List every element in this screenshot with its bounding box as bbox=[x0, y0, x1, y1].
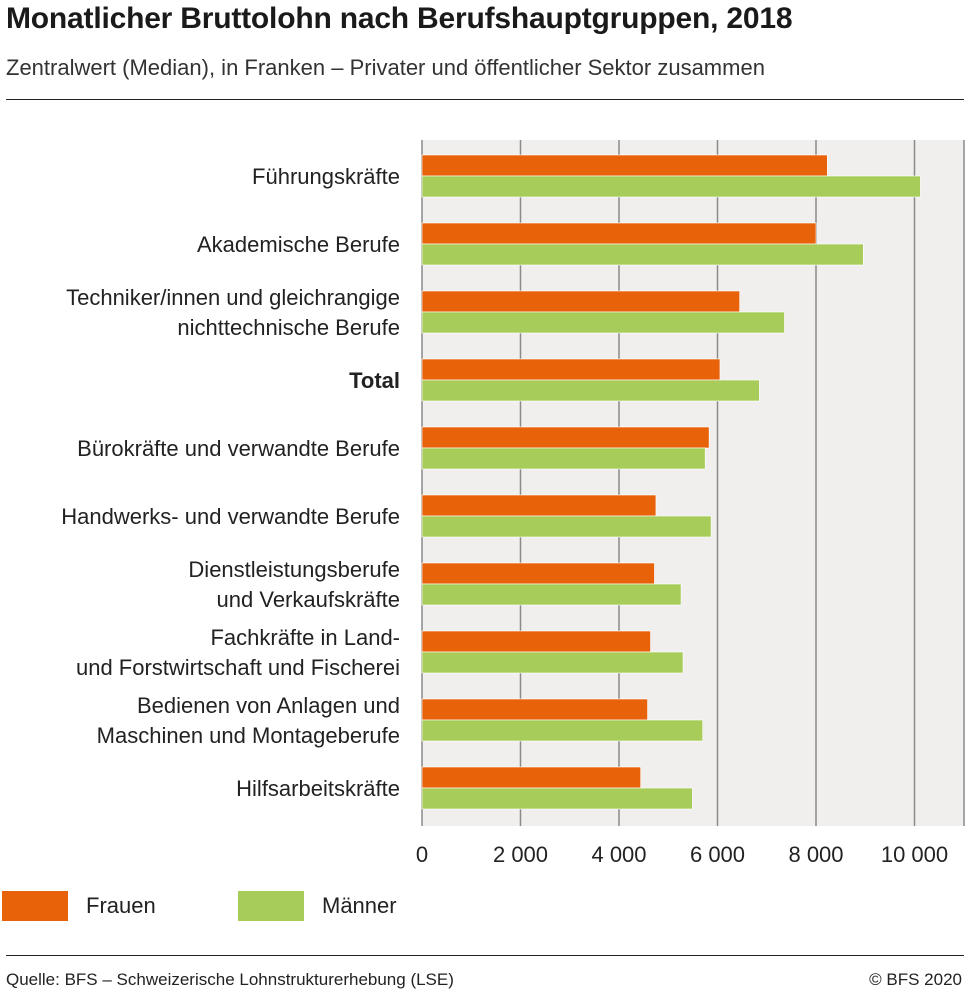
bar-frauen bbox=[421, 766, 641, 789]
bar-frauen bbox=[421, 154, 828, 177]
category-label: Handwerks- und verwandte Berufe bbox=[61, 504, 400, 529]
category-label-line: und Verkaufskräfte bbox=[217, 587, 400, 612]
category-label-line: Fachkräfte in Land- bbox=[210, 625, 400, 650]
category-label: Akademische Berufe bbox=[197, 232, 400, 257]
bar-chart: 0 2 000 4 000 6 000 8 000 10 000 Führungskräft… bbox=[61, 140, 965, 867]
category-label: Bedienen von Anlagen und Maschinen und Mo… bbox=[97, 693, 400, 748]
category-label-line: Dienstleistungsberufe bbox=[188, 557, 400, 582]
bar-maenner bbox=[421, 379, 760, 402]
x-tick-label: 8 000 bbox=[788, 842, 843, 867]
bar-frauen bbox=[421, 494, 657, 517]
bar-maenner bbox=[421, 311, 785, 334]
bar-maenner bbox=[421, 787, 693, 810]
category-label-line: Techniker/innen und gleichrangige bbox=[66, 285, 400, 310]
bar-frauen bbox=[421, 562, 655, 585]
legend-label-frauen: Frauen bbox=[86, 893, 156, 918]
legend-label-maenner: Männer bbox=[322, 893, 397, 918]
category-label: Techniker/innen und gleichrangige nichtte… bbox=[66, 285, 400, 340]
bar-maenner bbox=[421, 175, 921, 198]
bar-frauen bbox=[421, 426, 710, 449]
header-divider bbox=[6, 99, 964, 100]
x-tick-label: 0 bbox=[416, 842, 428, 867]
bar-maenner bbox=[421, 583, 682, 606]
category-label-line: Bedienen von Anlagen und bbox=[137, 693, 400, 718]
category-label-line: Bürokräfte und verwandte Berufe bbox=[77, 436, 400, 461]
bar-frauen bbox=[421, 358, 721, 381]
footer-divider bbox=[6, 955, 964, 956]
bar-frauen bbox=[421, 698, 648, 721]
bar-maenner bbox=[421, 515, 712, 538]
source-note: Quelle: BFS – Schweizerische Lohnstruktu… bbox=[6, 970, 454, 989]
category-label: Hilfsarbeitskräfte bbox=[236, 776, 400, 801]
bar-maenner bbox=[421, 447, 706, 470]
chart-title: Monatlicher Bruttolohn nach Berufshauptg… bbox=[6, 2, 793, 35]
category-label: Bürokräfte und verwandte Berufe bbox=[77, 436, 400, 461]
bar-maenner bbox=[421, 651, 684, 674]
chart-subtitle: Zentralwert (Median), in Franken – Priva… bbox=[6, 55, 765, 80]
copyright-note: © BFS 2020 bbox=[869, 970, 962, 989]
bar-frauen bbox=[421, 222, 817, 245]
legend-item-maenner: Männer bbox=[238, 890, 397, 922]
legend-swatch-frauen bbox=[2, 891, 68, 921]
category-label-line: Total bbox=[349, 368, 400, 393]
bar-maenner bbox=[421, 243, 864, 266]
x-tick-label: 2 000 bbox=[493, 842, 548, 867]
category-label: Fachkräfte in Land-und Forstwirtschaft u… bbox=[76, 625, 400, 680]
category-label-line: Handwerks- und verwandte Berufe bbox=[61, 504, 400, 529]
category-label-line: Führungskräfte bbox=[252, 164, 400, 189]
category-label: Dienstleistungsberufe und Verkaufskräfte bbox=[188, 557, 400, 612]
category-label-line: nichttechnische Berufe bbox=[177, 315, 400, 340]
category-label: Führungskräfte bbox=[252, 164, 400, 189]
category-label-line: Akademische Berufe bbox=[197, 232, 400, 257]
x-tick-label: 4 000 bbox=[591, 842, 646, 867]
legend-swatch-maenner bbox=[238, 891, 304, 921]
bar-maenner bbox=[421, 719, 704, 742]
category-label: Total bbox=[349, 368, 400, 393]
bar-frauen bbox=[421, 290, 740, 313]
category-label-line: Hilfsarbeitskräfte bbox=[236, 776, 400, 801]
x-tick-label: 10 000 bbox=[881, 842, 948, 867]
category-label-line: und Forstwirtschaft und Fischerei bbox=[76, 655, 400, 680]
legend-item-frauen: Frauen bbox=[2, 890, 156, 922]
bar-frauen bbox=[421, 630, 651, 653]
category-label-line: Maschinen und Montageberufe bbox=[97, 723, 400, 748]
x-tick-label: 6 000 bbox=[690, 842, 745, 867]
